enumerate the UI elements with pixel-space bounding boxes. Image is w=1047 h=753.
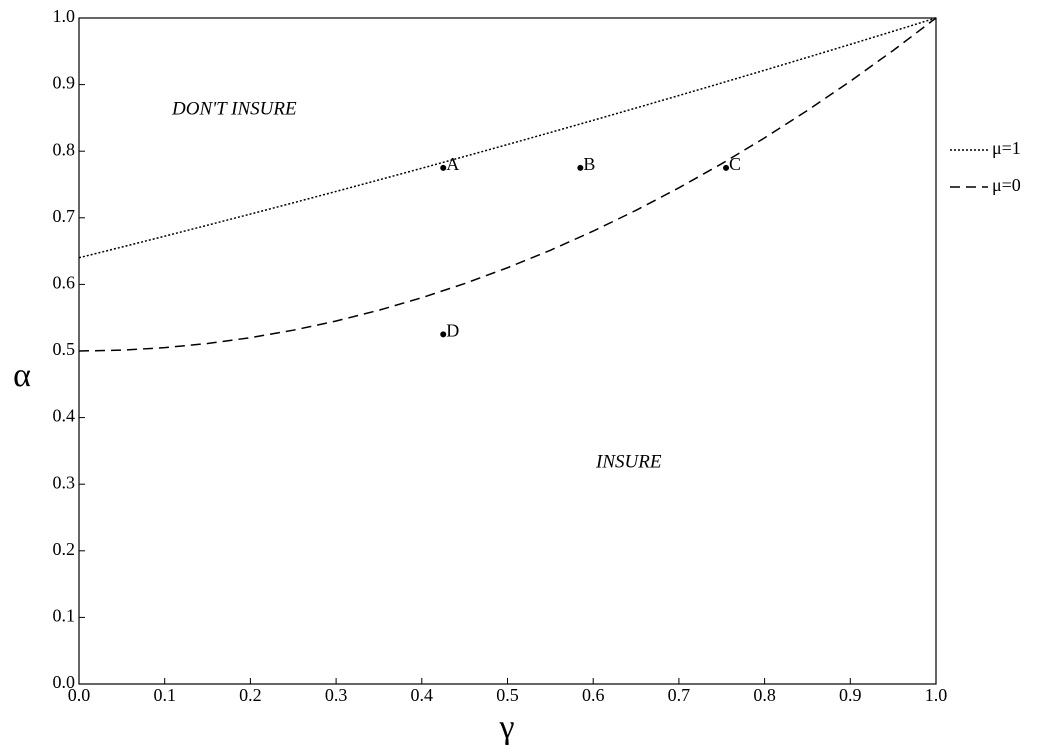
point (723, 164, 730, 171)
point-label: C (729, 154, 741, 174)
y-tick-label: 0.4 (53, 406, 76, 426)
x-tick-label: 0.0 (68, 685, 91, 705)
y-tick-label: 1.0 (53, 6, 76, 26)
legend-label: μ=1 (992, 138, 1021, 158)
x-tick-label: 0.8 (753, 685, 776, 705)
legend-label: μ=0 (992, 175, 1021, 195)
y-axis-label: α (13, 357, 31, 394)
point-label: D (446, 320, 459, 340)
y-tick-label: 0.7 (53, 206, 76, 226)
x-tick-label: 1.0 (925, 685, 948, 705)
y-tick-label: 0.3 (53, 472, 76, 492)
x-axis-label: γ (498, 709, 514, 746)
y-tick-label: 0.9 (53, 73, 76, 93)
x-tick-label: 0.9 (839, 685, 862, 705)
point-label: A (446, 154, 459, 174)
y-tick-label: 0.6 (53, 273, 76, 293)
y-tick-label: 0.1 (53, 606, 76, 626)
y-tick-label: 0.5 (53, 339, 76, 359)
point-label: B (583, 154, 595, 174)
x-tick-label: 0.1 (153, 685, 176, 705)
region-label: INSURE (595, 451, 662, 472)
x-tick-label: 0.5 (496, 685, 519, 705)
y-tick-label: 0.8 (53, 139, 76, 159)
point (440, 164, 447, 171)
point (440, 331, 447, 338)
x-tick-label: 0.2 (239, 685, 262, 705)
point (577, 164, 584, 171)
y-tick-label: 0.0 (53, 672, 76, 692)
x-tick-label: 0.3 (325, 685, 348, 705)
x-tick-label: 0.6 (582, 685, 605, 705)
x-tick-label: 0.4 (411, 685, 434, 705)
curve (78, 17, 937, 352)
region-label: DON'T INSURE (171, 98, 297, 119)
y-tick-label: 0.2 (53, 539, 76, 559)
curve (78, 17, 937, 259)
x-tick-label: 0.7 (668, 685, 691, 705)
